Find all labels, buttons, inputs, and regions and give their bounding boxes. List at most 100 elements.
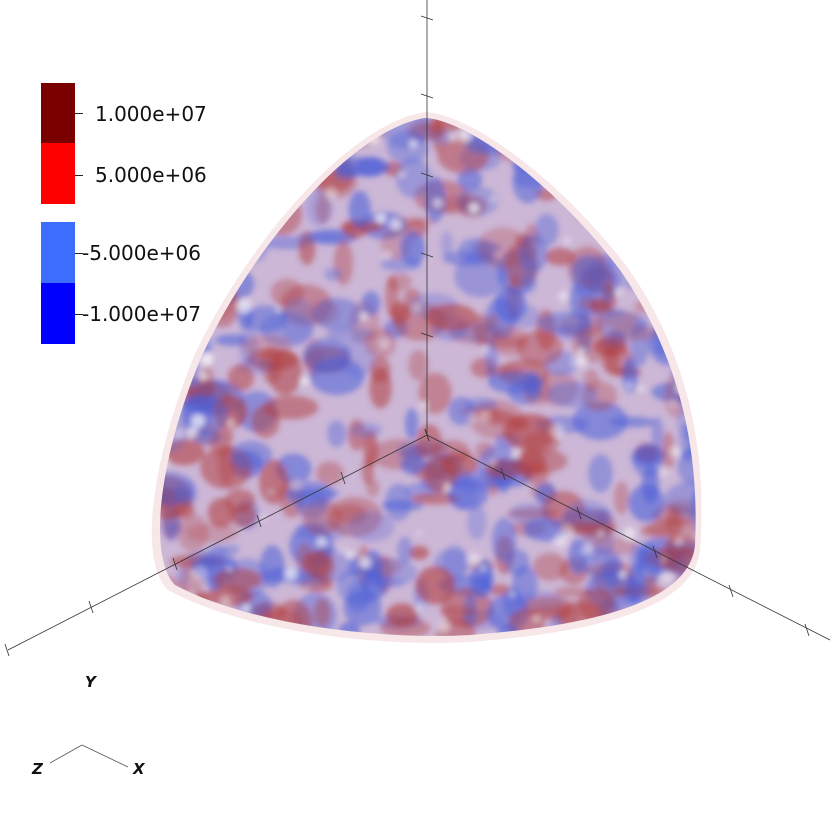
volume-blob bbox=[235, 136, 265, 175]
legend-swatch-1 bbox=[41, 83, 75, 144]
volume-blob bbox=[408, 545, 430, 560]
volume-highlight bbox=[415, 603, 425, 613]
volume-blob bbox=[160, 261, 177, 301]
volume-blob bbox=[166, 194, 182, 222]
volume-blob bbox=[327, 420, 347, 448]
volume-blob bbox=[390, 301, 410, 325]
volume-blob bbox=[267, 350, 303, 395]
volume-blob bbox=[175, 196, 209, 241]
volume-blob bbox=[503, 413, 558, 451]
volume-highlight bbox=[598, 529, 604, 536]
volume-blob bbox=[532, 553, 568, 581]
volume-blob bbox=[636, 131, 672, 176]
volume-highlight bbox=[390, 218, 402, 230]
volume-highlight bbox=[490, 460, 496, 466]
volume-blob bbox=[440, 231, 454, 257]
volume-highlight bbox=[268, 490, 273, 495]
volume-blob bbox=[640, 118, 696, 124]
volume-blob bbox=[486, 127, 534, 142]
volume-blob bbox=[540, 118, 592, 144]
orientation-x-label: X bbox=[133, 760, 145, 778]
volume-highlight bbox=[411, 302, 422, 312]
volume-blob bbox=[599, 190, 619, 213]
volume-blob bbox=[360, 570, 388, 600]
volume-blob bbox=[651, 416, 664, 450]
volume-blob bbox=[672, 348, 696, 367]
volume-blob bbox=[456, 186, 499, 216]
volume-blob bbox=[516, 330, 564, 366]
volume-blob bbox=[214, 158, 238, 171]
volume-blob bbox=[637, 211, 687, 246]
volume-highlight bbox=[193, 290, 204, 300]
volume-blob bbox=[210, 427, 233, 458]
legend-swatch-2 bbox=[41, 143, 75, 204]
volume-highlight bbox=[275, 307, 282, 313]
volume-blob bbox=[323, 118, 363, 127]
legend-tick-4 bbox=[75, 314, 83, 315]
volume-highlight bbox=[409, 140, 417, 148]
volume-blob bbox=[645, 165, 666, 180]
volume-blob bbox=[457, 168, 483, 191]
axis-tick bbox=[420, 15, 434, 21]
volume-blob bbox=[686, 181, 696, 217]
volume-blob bbox=[350, 422, 382, 438]
volume-highlight bbox=[360, 313, 367, 320]
volume-blob bbox=[385, 483, 412, 521]
volume-blob bbox=[593, 157, 610, 194]
volume-blob bbox=[590, 164, 631, 177]
volume-blob bbox=[204, 118, 250, 149]
volume-blob bbox=[660, 601, 682, 622]
volume-blob bbox=[538, 311, 594, 335]
volume-blob bbox=[312, 297, 363, 331]
legend-label-1: 1.000e+07 bbox=[95, 102, 207, 126]
volume-highlight bbox=[469, 203, 479, 213]
volume-blob bbox=[588, 454, 613, 493]
legend-label-3: -5.000e+06 bbox=[82, 241, 201, 265]
axis-left bbox=[7, 434, 428, 651]
volume-blob bbox=[448, 396, 475, 426]
volume-highlight bbox=[438, 621, 449, 632]
volume-blob bbox=[369, 356, 391, 383]
volume-blob bbox=[587, 139, 642, 184]
volume-blob bbox=[520, 273, 537, 294]
volume-highlight bbox=[379, 339, 389, 349]
axis-tick bbox=[804, 623, 810, 637]
axis-tick bbox=[420, 172, 434, 178]
volume-highlight bbox=[444, 484, 451, 491]
volume-blob bbox=[539, 118, 571, 153]
volume-highlight bbox=[242, 604, 251, 613]
volume-highlight bbox=[200, 352, 214, 366]
volume-highlight bbox=[304, 585, 310, 591]
volume-blob bbox=[636, 613, 691, 628]
volume-blob bbox=[270, 175, 312, 186]
volume-highlight bbox=[199, 373, 207, 381]
volume-highlight bbox=[384, 251, 391, 258]
volume-blob bbox=[400, 454, 426, 475]
volume-highlight bbox=[316, 536, 327, 548]
volume-blob bbox=[144, 374, 160, 397]
volume-highlight bbox=[560, 524, 574, 537]
volume-blob bbox=[528, 143, 584, 167]
volume-blob bbox=[395, 157, 431, 198]
volume-blob bbox=[408, 349, 429, 381]
volume-blob bbox=[613, 481, 630, 515]
volume-blob bbox=[646, 118, 689, 160]
volume-highlight bbox=[541, 158, 549, 167]
volume-blob bbox=[581, 547, 622, 580]
volume-blob bbox=[556, 118, 576, 146]
volume-blob bbox=[625, 175, 664, 220]
volume-blob bbox=[552, 135, 570, 178]
volume-highlight bbox=[660, 466, 670, 477]
volume-blob bbox=[624, 118, 665, 137]
volume-blob bbox=[658, 280, 672, 318]
volume-blob bbox=[494, 286, 527, 323]
volume-highlight bbox=[324, 148, 337, 161]
volume-highlight bbox=[375, 213, 386, 224]
axis-tick bbox=[420, 252, 434, 258]
volume-highlight bbox=[578, 348, 586, 356]
volume-blob bbox=[590, 298, 610, 314]
volume-highlight bbox=[690, 142, 696, 157]
axis-tick bbox=[424, 428, 430, 442]
volume-blob bbox=[670, 181, 683, 206]
